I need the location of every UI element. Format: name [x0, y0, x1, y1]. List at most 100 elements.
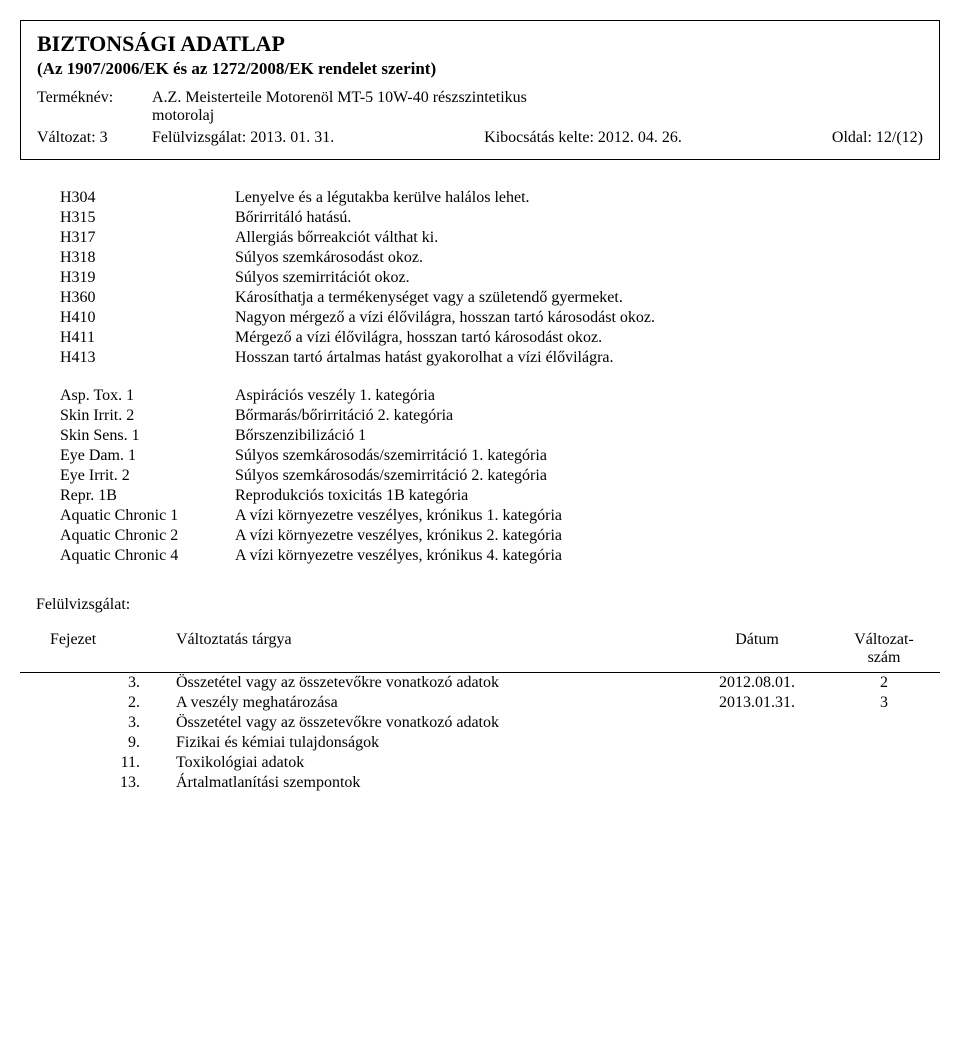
product-row: Terméknév: A.Z. Meisterteile Motorenöl M…: [37, 89, 923, 125]
class-text: Súlyos szemkárosodás/szemirritáció 1. ka…: [235, 446, 562, 466]
hazard-code: H411: [60, 328, 235, 348]
hazard-classes-table: Asp. Tox. 1Aspirációs veszély 1. kategór…: [60, 386, 562, 566]
doc-title: BIZTONSÁGI ADATLAP: [37, 31, 923, 57]
rev-version: 3: [828, 693, 940, 713]
table-row: Aquatic Chronic 4A vízi környezetre vesz…: [60, 546, 562, 566]
class-text: Bőrmarás/bőrirritáció 2. kategória: [235, 406, 562, 426]
rev-chapter: 9.: [20, 733, 170, 753]
table-row: H360Károsíthatja a termékenységet vagy a…: [60, 288, 655, 308]
hazard-code: H410: [60, 308, 235, 328]
table-row: Asp. Tox. 1Aspirációs veszély 1. kategór…: [60, 386, 562, 406]
page-number: Oldal: 12/(12): [832, 129, 923, 147]
rev-version: [828, 773, 940, 793]
hazard-code: H319: [60, 268, 235, 288]
table-row: Aquatic Chronic 1A vízi környezetre vesz…: [60, 506, 562, 526]
class-text: Reprodukciós toxicitás 1B kategória: [235, 486, 562, 506]
class-text: A vízi környezetre veszélyes, krónikus 2…: [235, 526, 562, 546]
class-code: Aquatic Chronic 2: [60, 526, 235, 546]
rev-subject: Toxikológiai adatok: [170, 753, 686, 773]
hazard-text: Hosszan tartó ártalmas hatást gyakorolha…: [235, 348, 655, 368]
table-row: Aquatic Chronic 2A vízi környezetre vesz…: [60, 526, 562, 546]
hazard-text: Allergiás bőrreakciót válthat ki.: [235, 228, 655, 248]
revision-table: Fejezet Változtatás tárgya Dátum Változa…: [20, 630, 940, 793]
rev-subject: Összetétel vagy az összetevőkre vonatkoz…: [170, 713, 686, 733]
table-row: 11.Toxikológiai adatok: [20, 753, 940, 773]
revision-heading: Felülvizsgálat:: [36, 596, 940, 614]
revision-date: Felülvizsgálat: 2013. 01. 31.: [152, 129, 334, 147]
hazard-text: Bőrirritáló hatású.: [235, 208, 655, 228]
rev-date: [686, 753, 828, 773]
hazard-code: H317: [60, 228, 235, 248]
product-name-line2: motorolaj: [152, 107, 527, 125]
rev-date: [686, 773, 828, 793]
hazard-code: H304: [60, 188, 235, 208]
rev-version: [828, 733, 940, 753]
table-row: H411Mérgező a vízi élővilágra, hosszan t…: [60, 328, 655, 348]
doc-subtitle: (Az 1907/2006/EK és az 1272/2008/EK rend…: [37, 59, 923, 79]
col-chapter: Fejezet: [20, 630, 170, 672]
table-row: Repr. 1BReprodukciós toxicitás 1B kategó…: [60, 486, 562, 506]
col-version: Változat-szám: [828, 630, 940, 672]
table-row: 3.Összetétel vagy az összetevőkre vonatk…: [20, 672, 940, 693]
class-code: Aquatic Chronic 4: [60, 546, 235, 566]
table-row: 3.Összetétel vagy az összetevőkre vonatk…: [20, 713, 940, 733]
rev-chapter: 3.: [20, 713, 170, 733]
class-text: Súlyos szemkárosodás/szemirritáció 2. ka…: [235, 466, 562, 486]
table-row: 9.Fizikai és kémiai tulajdonságok: [20, 733, 940, 753]
class-code: Skin Sens. 1: [60, 426, 235, 446]
table-row: Eye Irrit. 2Súlyos szemkárosodás/szemirr…: [60, 466, 562, 486]
hazard-text: Mérgező a vízi élővilágra, hosszan tartó…: [235, 328, 655, 348]
class-text: Bőrszenzibilizáció 1: [235, 426, 562, 446]
document-header-box: BIZTONSÁGI ADATLAP (Az 1907/2006/EK és a…: [20, 20, 940, 160]
version-label: Változat: 3: [37, 129, 152, 147]
product-name-line1: A.Z. Meisterteile Motorenöl MT-5 10W-40 …: [152, 89, 527, 107]
hazard-codes-table: H304Lenyelve és a légutakba kerülve halá…: [60, 188, 655, 368]
table-row: H410Nagyon mérgező a vízi élővilágra, ho…: [60, 308, 655, 328]
table-row: H304Lenyelve és a légutakba kerülve halá…: [60, 188, 655, 208]
class-text: A vízi környezetre veszélyes, krónikus 4…: [235, 546, 562, 566]
hazard-code: H413: [60, 348, 235, 368]
rev-date: [686, 713, 828, 733]
col-date: Dátum: [686, 630, 828, 672]
product-label: Terméknév:: [37, 89, 152, 107]
rev-version: 2: [828, 672, 940, 693]
hazard-code: H360: [60, 288, 235, 308]
rev-subject: Fizikai és kémiai tulajdonságok: [170, 733, 686, 753]
table-row: H318Súlyos szemkárosodást okoz.: [60, 248, 655, 268]
rev-chapter: 2.: [20, 693, 170, 713]
table-row: H413Hosszan tartó ártalmas hatást gyakor…: [60, 348, 655, 368]
table-row: Skin Irrit. 2Bőrmarás/bőrirritáció 2. ka…: [60, 406, 562, 426]
rev-subject: Összetétel vagy az összetevőkre vonatkoz…: [170, 672, 686, 693]
rev-chapter: 3.: [20, 672, 170, 693]
class-text: Aspirációs veszély 1. kategória: [235, 386, 562, 406]
table-row: 2.A veszély meghatározása2013.01.31.3: [20, 693, 940, 713]
rev-version: [828, 713, 940, 733]
class-code: Aquatic Chronic 1: [60, 506, 235, 526]
class-code: Eye Irrit. 2: [60, 466, 235, 486]
rev-subject: Ártalmatlanítási szempontok: [170, 773, 686, 793]
hazard-text: Súlyos szemirritációt okoz.: [235, 268, 655, 288]
hazard-text: Károsíthatja a termékenységet vagy a szü…: [235, 288, 655, 308]
table-row: Eye Dam. 1Súlyos szemkárosodás/szemirrit…: [60, 446, 562, 466]
hazard-code: H315: [60, 208, 235, 228]
table-row: H315Bőrirritáló hatású.: [60, 208, 655, 228]
table-row: 13.Ártalmatlanítási szempontok: [20, 773, 940, 793]
rev-chapter: 11.: [20, 753, 170, 773]
rev-version: [828, 753, 940, 773]
header-bottom-row: Változat: 3 Felülvizsgálat: 2013. 01. 31…: [37, 129, 923, 147]
hazard-codes-section: H304Lenyelve és a légutakba kerülve halá…: [60, 188, 918, 566]
rev-subject: A veszély meghatározása: [170, 693, 686, 713]
hazard-code: H318: [60, 248, 235, 268]
class-code: Eye Dam. 1: [60, 446, 235, 466]
class-text: A vízi környezetre veszélyes, krónikus 1…: [235, 506, 562, 526]
issue-date: Kibocsátás kelte: 2012. 04. 26.: [484, 129, 682, 147]
class-code: Repr. 1B: [60, 486, 235, 506]
hazard-text: Nagyon mérgező a vízi élővilágra, hossza…: [235, 308, 655, 328]
table-row: H319Súlyos szemirritációt okoz.: [60, 268, 655, 288]
rev-chapter: 13.: [20, 773, 170, 793]
rev-date: [686, 733, 828, 753]
col-subject: Változtatás tárgya: [170, 630, 686, 672]
rev-date: 2012.08.01.: [686, 672, 828, 693]
table-row: Skin Sens. 1Bőrszenzibilizáció 1: [60, 426, 562, 446]
rev-date: 2013.01.31.: [686, 693, 828, 713]
